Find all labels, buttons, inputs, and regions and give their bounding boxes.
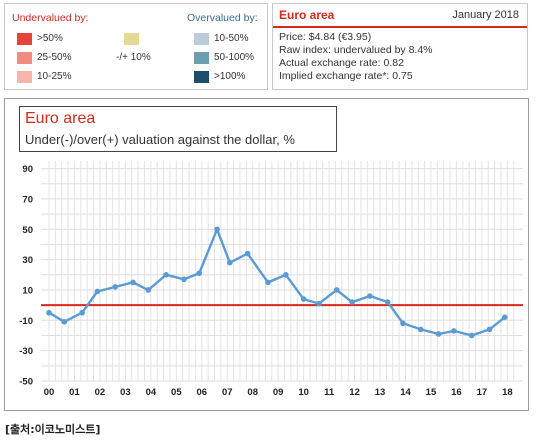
data-point [46,309,52,316]
x-tick-label: 13 [375,387,386,398]
x-tick-label: 11 [324,387,335,398]
country-info-panel: Euro area January 2018 Price: $4.84 (€3.… [272,3,528,90]
x-tick-label: 18 [502,387,513,398]
chart-title-box: Euro area Under(-)/over(+) valuation aga… [19,106,337,152]
data-point [244,250,251,257]
data-point [214,226,220,233]
data-point [181,276,187,283]
x-tick-label: 15 [426,387,437,398]
data-point [333,287,340,293]
data-point [163,271,169,278]
data-point [502,314,508,321]
data-point [130,279,136,286]
x-tick-label: 10 [298,387,309,398]
x-tick-label: 01 [69,387,80,398]
legend-swatch [194,71,209,83]
data-point [94,288,101,295]
info-implied-rate: Implied exchange rate*: 0.75 [279,70,413,82]
data-point [367,293,373,299]
data-point [196,270,203,277]
data-point [384,299,391,305]
x-tick-label: 00 [44,387,55,398]
info-lines: Price: $4.84 (€3.95) Raw index: underval… [279,31,433,83]
undervalued-heading: Undervalued by: [12,12,89,24]
data-point [468,332,475,339]
x-tick-label: 07 [222,387,233,398]
x-tick-label: 03 [120,387,131,398]
legend-swatch [17,52,32,64]
x-tick-label: 02 [95,387,106,398]
data-point [283,271,289,278]
y-tick-label: 30 [22,255,33,266]
legend-label: 10-50% [214,33,249,44]
data-point [112,284,119,290]
valuation-legend: Undervalued by: Overvalued by: >50% 25-5… [4,3,268,90]
data-point [300,296,307,302]
x-tick-label: 14 [400,387,411,398]
legend-label: -/+ 10% [116,52,151,63]
x-tick-label: 16 [451,387,462,398]
overvalued-heading: Overvalued by: [187,12,258,24]
legend-swatch [124,33,139,45]
legend-label: 50-100% [214,52,255,63]
y-tick-label: -10 [19,316,33,327]
info-date: January 2018 [452,9,519,21]
info-header: Euro area January 2018 [273,4,527,28]
y-tick-label: 50 [22,225,33,236]
data-point [61,319,68,325]
data-point [349,299,355,305]
legend-swatch [194,52,209,64]
chart-title: Euro area [25,110,96,127]
legend-swatch [17,33,32,45]
data-point [79,309,85,316]
data-point [265,279,271,286]
legend-label: 10-25% [37,71,72,82]
legend-label: >50% [37,33,63,44]
y-tick-label: 70 [22,194,33,205]
x-tick-label: 04 [146,387,157,398]
info-actual-rate: Actual exchange rate: 0.82 [279,57,404,69]
chart-frame: 90 70 50 30 10 -10 -30 -50 00 01 02 03 04 05 06 07 08 09 1… [4,98,529,411]
y-tick-label: -30 [19,346,33,357]
legend-label: >100% [214,71,246,82]
data-point [316,300,322,307]
legend-swatch [194,33,209,45]
data-point [145,287,152,293]
y-tick-label: -50 [19,377,33,388]
x-tick-label: 05 [171,387,182,398]
x-tick-label: 17 [477,387,488,398]
data-point [400,320,406,327]
data-point [417,326,424,333]
data-point [451,328,457,334]
legend-label: 25-50% [37,52,72,63]
info-raw-index: Raw index: undervalued by 8.4% [279,44,433,56]
x-tick-label: 12 [349,387,360,398]
x-tick-label: 08 [247,387,258,398]
y-tick-label: 10 [22,285,33,296]
data-point [486,326,493,333]
data-point [435,331,442,337]
x-tick-label: 06 [196,387,207,398]
y-tick-label: 90 [22,164,33,175]
series-line [48,228,506,337]
info-price: Price: $4.84 (€3.95) [279,31,372,43]
data-point [226,259,233,266]
x-tick-label: 09 [273,387,284,398]
source-note: [출처:이코노미스트] [5,423,101,436]
chart-subtitle: Under(-)/over(+) valuation against the d… [25,132,295,147]
valuation-line-chart: 90 70 50 30 10 -10 -30 -50 00 01 02 03 04 05 06 07 08 09 1… [19,161,523,398]
legend-swatch [17,71,32,83]
info-region: Euro area [279,8,335,22]
